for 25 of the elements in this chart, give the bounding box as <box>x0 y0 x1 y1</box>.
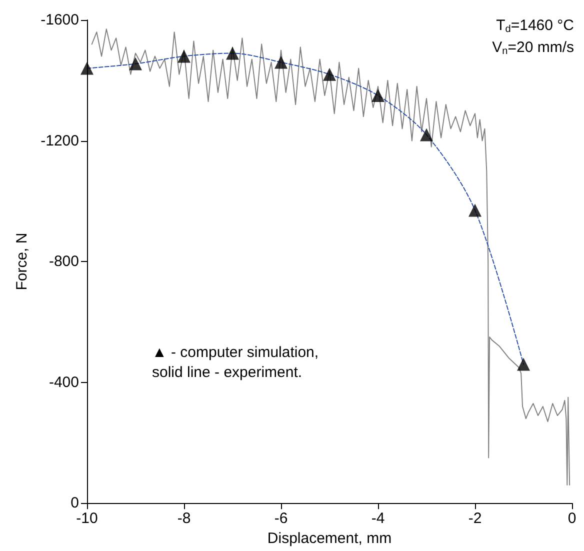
x-tick-label: -10 <box>76 510 98 528</box>
x-tick-label: -2 <box>468 510 482 528</box>
y-tick-label: -1600 <box>40 12 79 28</box>
annotation: solid line - experiment. <box>152 364 302 381</box>
y-axis-title: Force, N <box>14 232 31 290</box>
point <box>129 57 142 70</box>
point <box>372 88 384 102</box>
point <box>420 128 433 142</box>
x-tick-label: 0 <box>568 510 576 528</box>
x-tick-label: -6 <box>274 510 288 528</box>
point <box>323 68 336 81</box>
point <box>178 50 190 63</box>
point <box>226 46 239 60</box>
y-tick-label: 0 <box>70 494 79 512</box>
point <box>468 204 482 217</box>
y-tick-label: -800 <box>48 253 79 270</box>
x-tick-label: -8 <box>177 510 191 528</box>
annotation: ▲ - computer simulation, <box>152 344 319 361</box>
y-tick-label: -1200 <box>40 132 79 150</box>
point <box>274 56 288 69</box>
x-tick-label: -4 <box>371 510 385 528</box>
point <box>517 358 530 371</box>
y-tick-label: -400 <box>48 374 79 391</box>
point <box>80 62 94 75</box>
x-axis-title: Displacement, mm <box>267 530 392 547</box>
